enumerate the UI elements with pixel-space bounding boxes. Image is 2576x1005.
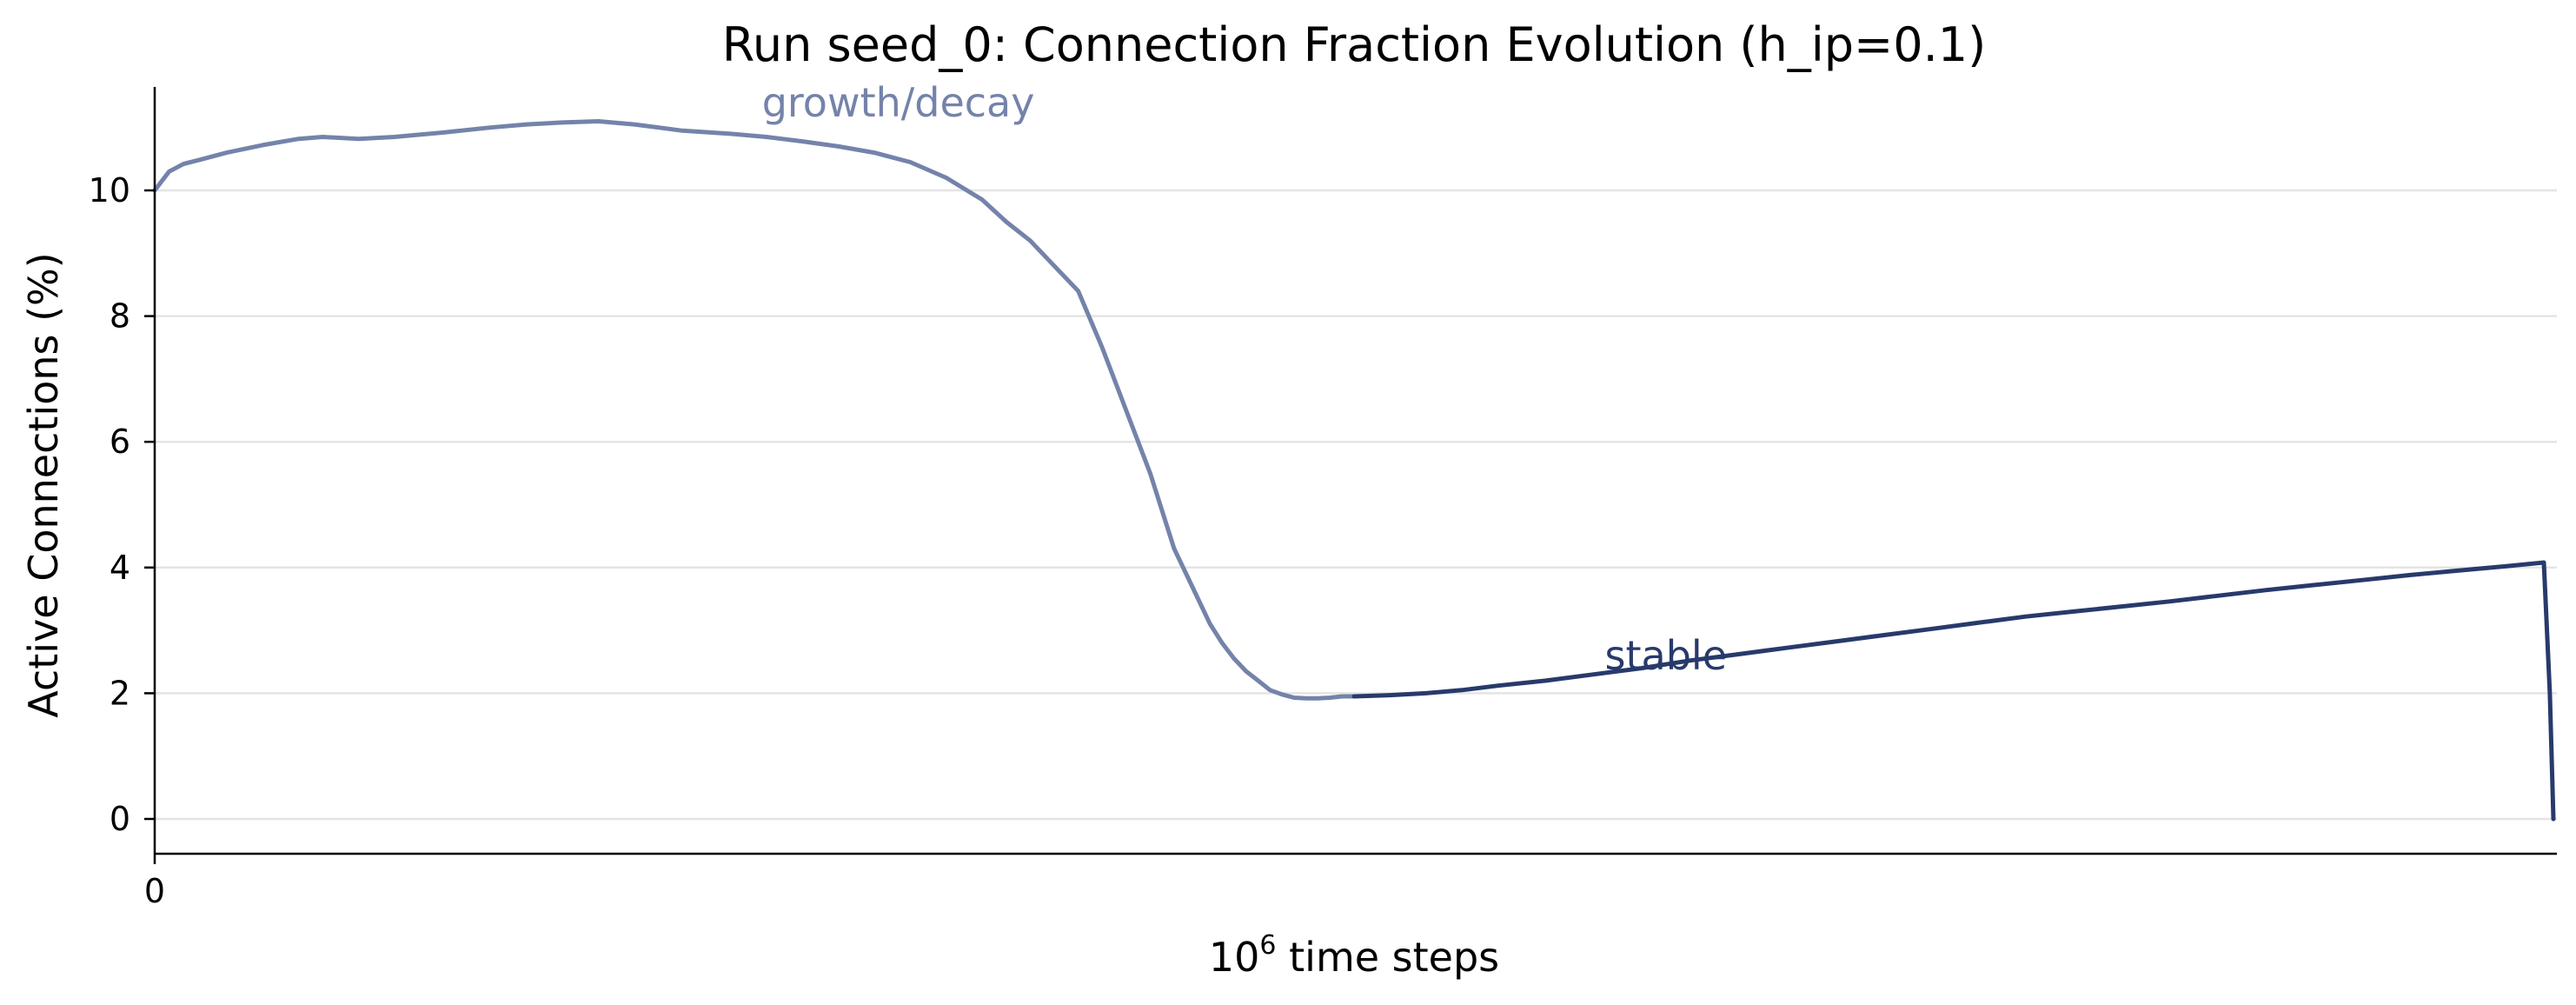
series-line-growth-decay: [152, 119, 1357, 701]
annotation-stable: stable: [1605, 632, 1727, 679]
series-group: [152, 119, 2556, 822]
x-axis-label-base: 10: [1209, 934, 1260, 981]
y-ticks: 0 2 4 6 8 10: [89, 171, 155, 838]
y-axis-label: Active Connections (%): [20, 252, 67, 717]
x-axis-label-rest: time steps: [1277, 934, 1500, 981]
annotation-growth-decay: growth/decay: [762, 79, 1035, 126]
y-tick-label: 2: [110, 674, 130, 712]
x-axis-label: 106 time steps: [1209, 930, 1499, 981]
y-tick-label: 8: [110, 297, 130, 336]
gridlines: [155, 189, 2557, 821]
y-tick-label: 4: [110, 549, 130, 587]
chart-title: Run seed_0: Connection Fraction Evolutio…: [722, 17, 1986, 72]
y-tick-label: 10: [89, 171, 130, 210]
x-ticks: 0: [144, 854, 165, 910]
x-tick-label: 0: [144, 872, 165, 910]
series-line-stable: [1351, 560, 2556, 822]
y-tick-label: 0: [110, 800, 130, 838]
x-axis-label-exponent: 6: [1259, 930, 1276, 961]
y-tick-label: 6: [110, 423, 130, 461]
annotations: growth/decay stable: [762, 79, 1727, 679]
axes: [153, 87, 2557, 855]
